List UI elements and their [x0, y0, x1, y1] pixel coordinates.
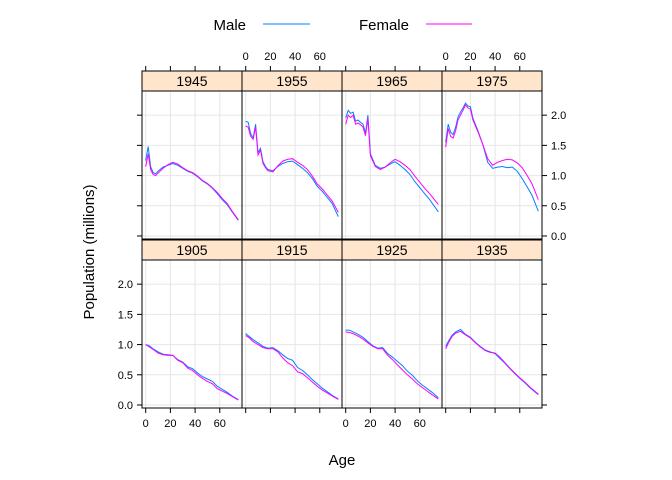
grid-layer [142, 91, 542, 408]
x-tick-label-top: 20 [264, 51, 276, 63]
data-layer [145, 102, 539, 401]
strip-label-1955: 1955 [276, 73, 307, 89]
legend-label-male: Male [213, 17, 246, 34]
strip-label-1905: 1905 [176, 242, 207, 258]
x-tick-label-bottom: 40 [189, 418, 201, 430]
y-axis-title: Population (millions) [81, 184, 98, 319]
y-tick-label-left: 0.0 [118, 400, 133, 412]
y-tick-label-right: 1.5 [551, 140, 566, 152]
strip-label-1935: 1935 [476, 242, 507, 258]
series-line-female-1915 [245, 335, 339, 400]
panel-frame-1965 [341, 90, 443, 240]
x-tick-label-bottom: 60 [214, 418, 226, 430]
series-line-female-1935 [445, 330, 539, 395]
series-line-male-1965 [345, 109, 439, 213]
legend-label-female: Female [359, 17, 409, 34]
x-tick-label-bottom: 20 [164, 418, 176, 430]
y-tick-label-right: 0.0 [551, 231, 566, 243]
x-tick-label-top: 0 [443, 51, 449, 63]
panel-frame-1975 [441, 90, 543, 240]
series-line-male-1935 [445, 328, 539, 396]
panel-frame-1955 [241, 90, 343, 240]
series-line-male-1925 [345, 329, 439, 399]
strip-label-1945: 1945 [176, 73, 207, 89]
frame-layer: 1905 1915 1925 1935 1945 1955 1965 1975 [141, 70, 543, 409]
x-tick-label-top: 60 [314, 51, 326, 63]
series-line-female-1925 [345, 331, 439, 400]
x-tick-label-bottom: 40 [389, 418, 401, 430]
series-line-male-1975 [445, 102, 539, 212]
panel-frame-1905 [141, 259, 243, 409]
x-tick-label-top: 40 [489, 51, 501, 63]
y-tick-label-left: 2.0 [118, 279, 133, 291]
series-line-male-1945 [145, 146, 239, 221]
y-tick-label-left: 0.5 [118, 370, 133, 382]
y-tick-label-right: 0.5 [551, 201, 566, 213]
series-line-male-1915 [245, 333, 339, 400]
x-tick-label-bottom: 0 [343, 418, 349, 430]
series-line-female-1965 [345, 114, 439, 205]
x-tick-label-bottom: 20 [364, 418, 376, 430]
y-tick-label-left: 1.0 [118, 340, 133, 352]
strip-label-1925: 1925 [376, 242, 407, 258]
y-tick-label-left: 1.5 [118, 309, 133, 321]
axis-layer: 0 20 40 60 0 20 40 60 0 20 40 60 0 20 40 60 0.0 0.5 1.0 1.5… [118, 51, 567, 430]
x-tick-label-top: 40 [289, 51, 301, 63]
panel-frame-1915 [241, 259, 343, 409]
panel-frame-1935 [441, 259, 543, 409]
series-line-male-1955 [245, 120, 339, 217]
series-line-female-1975 [445, 103, 539, 200]
x-tick-label-top: 60 [514, 51, 526, 63]
series-line-male-1905 [145, 344, 239, 400]
x-tick-label-top: 20 [464, 51, 476, 63]
x-axis-title: Age [329, 452, 356, 469]
series-line-female-1905 [145, 344, 239, 401]
strip-label-1975: 1975 [476, 73, 507, 89]
y-tick-label-right: 2.0 [551, 110, 566, 122]
strip-label-1965: 1965 [376, 73, 407, 89]
legend: Male Female [213, 17, 472, 34]
panel-frame-1945 [141, 90, 243, 240]
x-tick-label-bottom: 0 [143, 418, 149, 430]
x-tick-label-top: 0 [243, 51, 249, 63]
series-line-female-1955 [245, 125, 339, 213]
x-tick-label-bottom: 60 [414, 418, 426, 430]
strip-label-1915: 1915 [276, 242, 307, 258]
series-line-female-1945 [145, 153, 239, 220]
y-tick-label-right: 1.0 [551, 171, 566, 183]
